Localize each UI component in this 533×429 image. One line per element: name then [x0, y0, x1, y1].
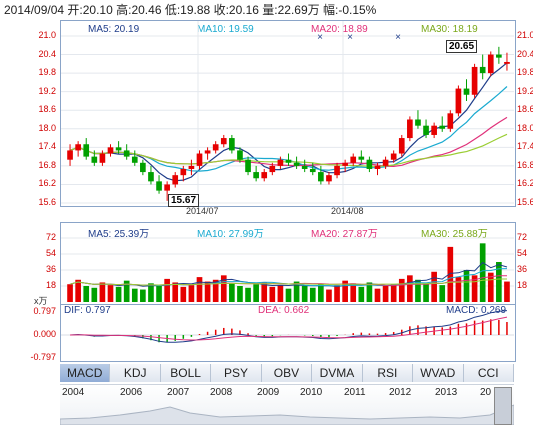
- volume-y-tick-left: 36: [45, 264, 56, 274]
- year-2013: 2013: [435, 387, 458, 398]
- volume-y-tick-right: 72: [517, 232, 528, 242]
- year-2004: 2004: [62, 387, 85, 398]
- volume-unit: x万: [34, 296, 48, 306]
- price-ma20-label: MA20: 18.89: [311, 24, 368, 35]
- tab-dvma[interactable]: DVMA: [312, 364, 363, 382]
- vol-ma20-label: MA20: 27.87万: [311, 229, 378, 240]
- price-y-tick-left: 17.4: [38, 141, 56, 152]
- price-y-tick-left: 20.4: [38, 48, 56, 59]
- price-y-tick-right: 18.0: [517, 122, 533, 133]
- year-2006: 2006: [120, 387, 143, 398]
- price-y-tick-left: 18.0: [38, 122, 56, 133]
- indicator-tabs: MACD KDJ BOLL PSY OBV DVMA RSI WVAD CCI: [60, 364, 514, 382]
- volume-y-tick-right: 18: [517, 280, 528, 290]
- price-y-tick-left: 19.8: [38, 67, 56, 78]
- price-y-tick-right: 21.0: [517, 30, 533, 40]
- tab-macd[interactable]: MACD: [60, 364, 111, 382]
- macd-y-tick-left: -0.797: [30, 352, 56, 362]
- vol-ma30-label: MA30: 25.88万: [421, 229, 488, 240]
- volume-y-tick-left: 18: [45, 280, 56, 290]
- open-price: 开:20.10: [67, 3, 113, 17]
- tab-boll[interactable]: BOLL: [160, 364, 212, 382]
- year-2010: 2010: [300, 387, 323, 398]
- price-y-tick-left: 21.0: [38, 30, 56, 40]
- low-callout: 15.67: [168, 194, 200, 207]
- vol-ma10-label: MA10: 27.99万: [197, 229, 264, 240]
- price-y-tick-right: 16.8: [517, 159, 533, 170]
- price-y-tick-right: 20.4: [517, 48, 533, 59]
- year-2012: 2012: [389, 387, 412, 398]
- volume: 量:22.69万: [262, 3, 320, 17]
- tab-rsi[interactable]: RSI: [362, 364, 414, 382]
- tab-kdj[interactable]: KDJ: [110, 364, 161, 382]
- price-y-tick-right: 16.2: [517, 178, 533, 189]
- price-y-tick-right: 19.8: [517, 67, 533, 78]
- price-y-tick-left: 19.2: [38, 85, 56, 96]
- year-2011: 2011: [344, 387, 366, 398]
- volume-y-tick-left: 72: [45, 232, 56, 242]
- high-callout: 20.65: [446, 40, 478, 53]
- price-y-tick-left: 18.6: [38, 104, 56, 115]
- price-ma5-label: MA5: 20.19: [88, 24, 140, 35]
- year-2008: 2008: [210, 387, 233, 398]
- quote-date: 2014/09/04: [4, 3, 65, 17]
- volume-y-tick-right: 54: [517, 248, 528, 258]
- price-ma10-label: MA10: 19.59: [197, 24, 254, 35]
- year-2009: 2009: [257, 387, 280, 398]
- change-percent: 幅:-0.15%: [323, 3, 377, 17]
- price-ma30-label: MA30: 18.19: [421, 24, 478, 35]
- low-price: 低:19.88: [164, 3, 211, 17]
- year-2007: 2007: [167, 387, 190, 398]
- price-y-tick-left: 16.2: [38, 178, 56, 189]
- price-y-tick-right: 17.4: [517, 141, 533, 152]
- price-y-tick-right: 19.2: [517, 85, 533, 96]
- year-2014: 20: [480, 387, 492, 398]
- tab-cci[interactable]: CCI: [463, 364, 514, 382]
- range-selector-handle[interactable]: [494, 387, 512, 425]
- month-label-jul: 2014/07: [186, 206, 219, 216]
- price-y-tick-right: 15.6: [517, 197, 533, 207]
- close-price: 收:20.16: [213, 3, 259, 17]
- macd-y-tick-left: 0.000: [33, 329, 56, 339]
- quote-header: 2014/09/04 开:20.10 高:20.46 低:19.88 收:20.…: [4, 1, 376, 18]
- month-label-aug: 2014/08: [331, 206, 364, 216]
- year-navigator[interactable]: 2004 2006 2007 2008 2009 2010 2011 2012 …: [60, 384, 514, 425]
- tab-obv[interactable]: OBV: [261, 364, 313, 382]
- price-y-tick-right: 18.6: [517, 104, 533, 115]
- tab-wvad[interactable]: WVAD: [413, 364, 464, 382]
- macd-y-tick-left: 0.797: [33, 306, 56, 316]
- price-y-tick-left: 16.8: [38, 159, 56, 170]
- volume-y-tick-left: 54: [45, 248, 56, 258]
- high-price: 高:20.46: [116, 3, 162, 17]
- price-y-tick-left: 15.6: [38, 197, 56, 207]
- vol-ma5-label: MA5: 25.39万: [88, 229, 150, 240]
- tab-psy[interactable]: PSY: [211, 364, 262, 382]
- volume-y-tick-right: 36: [517, 264, 528, 274]
